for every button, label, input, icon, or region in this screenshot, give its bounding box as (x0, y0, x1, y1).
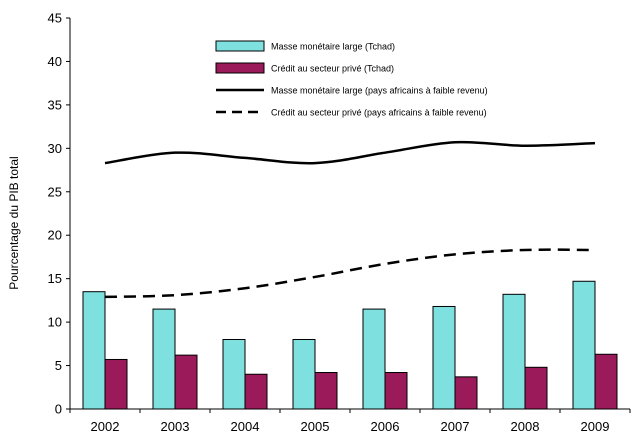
bar-masse-tchad (292, 338, 316, 410)
y-tick-label: 15 (48, 271, 62, 286)
x-ticks: 2002 2003 2004 2005 2006 2007 2008 2009 (69, 409, 631, 434)
line-credit-pays-africains (104, 248, 596, 299)
x-tick-label: 2003 (161, 419, 190, 434)
bar-credit-tchad (104, 358, 128, 410)
legend-swatch (215, 62, 265, 74)
bar-masse-tchad (572, 280, 596, 410)
line-masse-pays-africains (104, 140, 596, 165)
legend: Masse monétaire large (Tchad) Crédit au s… (215, 40, 488, 118)
bar-credit-tchad (594, 353, 618, 410)
legend-swatch (215, 40, 265, 52)
bar-credit-tchad (314, 372, 338, 410)
y-tick-label: 10 (48, 315, 62, 330)
y-tick-label: 30 (48, 141, 62, 156)
x-tick-label: 2004 (231, 419, 260, 434)
y-tick-label: 25 (48, 184, 62, 199)
y-tick-label: 45 (48, 11, 62, 26)
y-tick-label: 5 (55, 358, 62, 373)
x-tick-label: 2007 (441, 419, 470, 434)
bar-masse-tchad (362, 308, 386, 410)
bar-credit-tchad (244, 373, 268, 410)
bar-credit-tchad (454, 376, 478, 410)
bar-masse-tchad (432, 305, 456, 410)
x-tick-label: 2002 (91, 419, 120, 434)
x-tick-label: 2005 (301, 419, 330, 434)
bar-credit-tchad (384, 372, 408, 410)
x-tick-label: 2009 (581, 419, 610, 434)
y-axis-title: Pourcentage du PIB total (7, 156, 21, 289)
bar-credit-tchad (174, 354, 198, 410)
lines-layer (104, 140, 596, 299)
legend-label: Masse monétaire large (Tchad) (271, 42, 395, 52)
bar-masse-tchad (222, 338, 246, 410)
bars-layer (82, 280, 618, 410)
legend-label: Masse monétaire large (pays africains à … (271, 86, 488, 96)
legend-label: Crédit au secteur privé (Tchad) (271, 64, 394, 74)
x-tick-label: 2008 (511, 419, 540, 434)
bar-masse-tchad (152, 308, 176, 410)
y-tick-label: 35 (48, 97, 62, 112)
x-tick-label: 2006 (371, 419, 400, 434)
y-tick-label: 40 (48, 54, 62, 69)
y-tick-label: 0 (55, 402, 62, 417)
bar-masse-tchad (82, 291, 106, 410)
y-tick-label: 20 (48, 228, 62, 243)
bar-masse-tchad (502, 293, 526, 410)
legend-label: Crédit au secteur privé (pays africains … (271, 108, 487, 118)
y-ticks: 0 5 10 15 20 25 30 35 40 45 (48, 11, 70, 417)
bar-credit-tchad (524, 366, 548, 410)
